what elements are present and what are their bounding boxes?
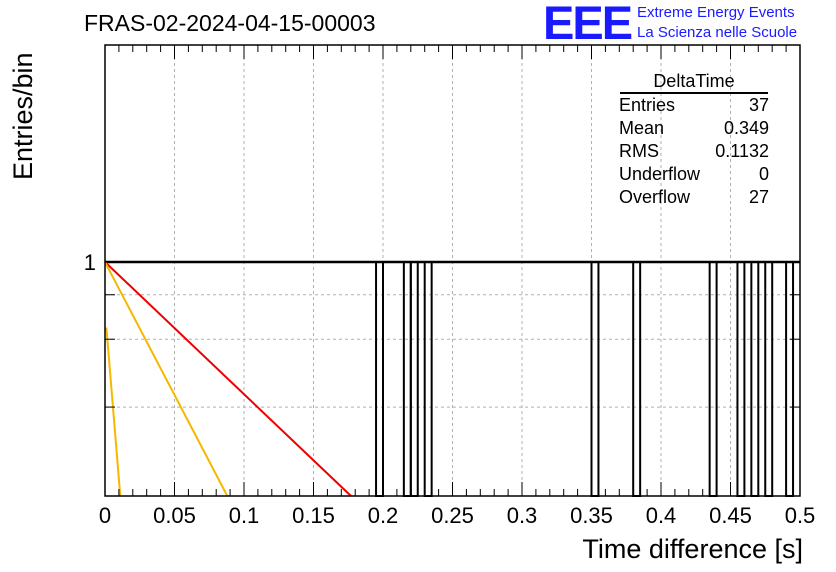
histogram-bar xyxy=(750,261,760,497)
histogram-bar xyxy=(375,261,384,497)
eee-logo-line1: Extreme Energy Events xyxy=(637,4,795,21)
fit-curve xyxy=(104,261,229,497)
stats-row-label: Underflow xyxy=(619,164,701,184)
y-tick-label: 1 xyxy=(84,250,96,275)
stats-row: RMS 0.1132 xyxy=(610,140,778,163)
stats-row-value: 0.349 xyxy=(723,118,769,138)
eee-logo-text: Extreme Energy Events La Scienza nelle S… xyxy=(637,3,797,43)
stats-row-value: 0 xyxy=(758,164,769,184)
stats-box: DeltaTime Entries 37 Mean 0.349 RMS 0.1132 Und… xyxy=(610,70,778,209)
stats-row: Overflow 27 xyxy=(610,186,778,209)
x-tick-label: 0.25 xyxy=(431,503,474,528)
x-tick-label: 0 xyxy=(99,503,111,528)
x-tick-label: 0.5 xyxy=(785,503,816,528)
stats-row-value: 0.1132 xyxy=(715,141,769,161)
stats-row: Mean 0.349 xyxy=(610,117,778,140)
eee-logo: EEE xyxy=(543,0,633,49)
stats-row-label: Mean xyxy=(619,118,665,138)
x-tick-label: 0.4 xyxy=(646,503,677,528)
x-tick-label: 0.15 xyxy=(292,503,335,528)
histogram-bar xyxy=(764,261,774,497)
histogram-bar xyxy=(785,261,795,497)
x-tick-labels: 0 0.05 0.1 0.15 0.2 0.25 0.3 0.35 0.4 0.45 0.5 xyxy=(99,503,815,528)
stats-row: Entries 37 xyxy=(610,94,778,117)
x-tick-label: 0.35 xyxy=(570,503,613,528)
grid-lines xyxy=(105,45,800,496)
x-tick-label: 0.05 xyxy=(153,503,196,528)
run-title: FRAS-02-2024-04-15-00003 xyxy=(84,10,376,36)
stats-row-value: 37 xyxy=(748,95,769,115)
x-tick-label: 0.3 xyxy=(507,503,538,528)
eee-logo-line2: La Scienza nelle Scuole xyxy=(637,24,798,41)
x-tick-label: 0.2 xyxy=(368,503,399,528)
histogram-bar xyxy=(402,261,412,497)
stats-row-label: RMS xyxy=(619,141,659,161)
histogram-bar xyxy=(736,261,746,497)
x-axis-label: Time difference [s] xyxy=(582,534,803,564)
histogram-bar xyxy=(632,261,642,497)
axis-ticks xyxy=(104,45,801,496)
histogram-bar xyxy=(409,261,419,497)
stats-row-label: Entries xyxy=(619,95,676,115)
x-tick-label: 0.45 xyxy=(709,503,752,528)
stats-row: Underflow 0 xyxy=(610,163,778,186)
x-tick-label: 0.1 xyxy=(229,503,260,528)
histogram-bar xyxy=(590,261,600,497)
fit-curve xyxy=(104,261,352,497)
stats-row-label: Overflow xyxy=(619,187,691,207)
histogram-bar xyxy=(708,261,718,497)
y-axis-label: Entries/bin xyxy=(8,52,38,180)
stats-title: DeltaTime xyxy=(620,70,768,94)
fit-curve xyxy=(105,327,122,497)
y-tick-labels: 1 xyxy=(84,250,96,275)
fit-curves xyxy=(104,261,352,497)
stats-rows: Entries 37 Mean 0.349 RMS 0.1132 Underflow 0 Ove… xyxy=(610,94,778,209)
histogram-bar xyxy=(423,261,433,497)
stats-row-value: 27 xyxy=(748,187,769,207)
